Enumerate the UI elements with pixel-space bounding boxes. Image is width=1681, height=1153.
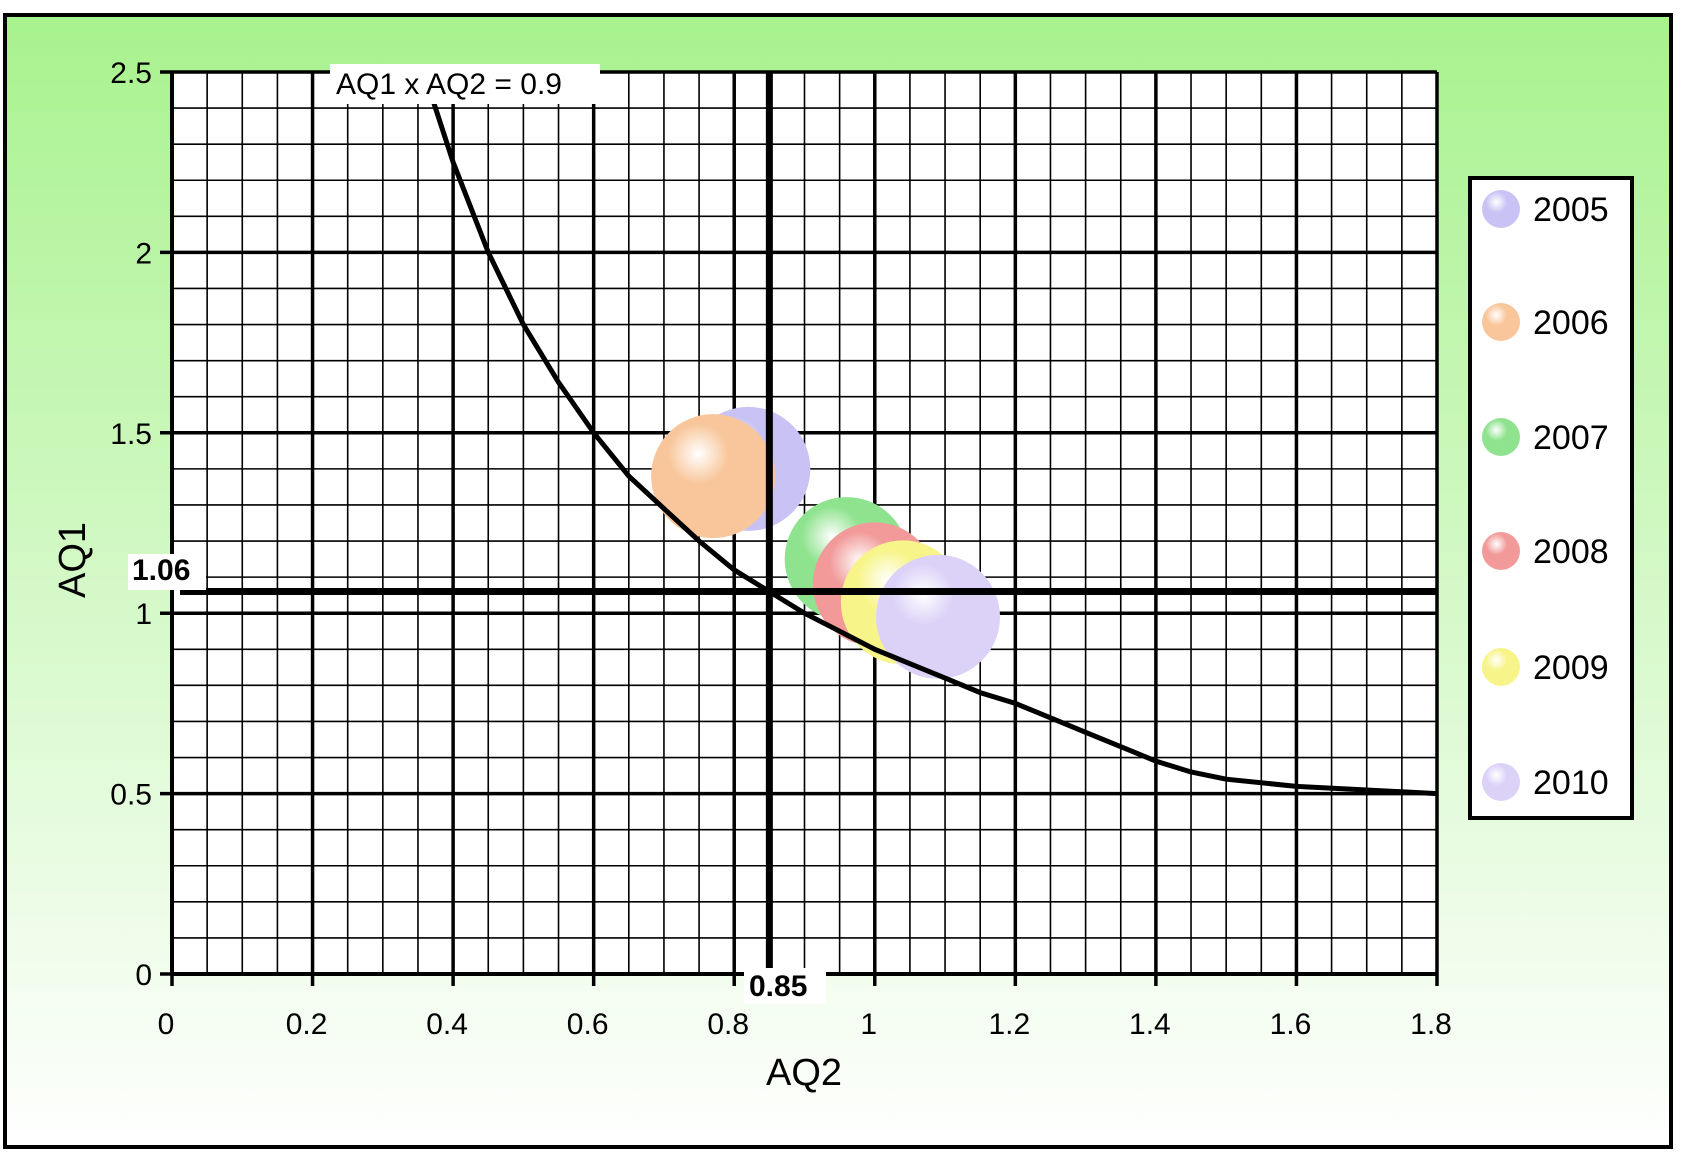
x-tick-label: 0.6 [567, 1008, 609, 1041]
legend-label-2009: 2009 [1533, 649, 1609, 687]
y-tick-labels: 0 0.5 1 1.5 2 2.5 [110, 57, 152, 992]
x-tick-label: 1.8 [1410, 1008, 1452, 1041]
x-tick-label: 0 [158, 1008, 175, 1041]
legend-box [1468, 176, 1634, 820]
y-tick-label: 0.5 [110, 779, 152, 812]
y-tick-label: 1 [135, 598, 152, 631]
legend-label-2010: 2010 [1533, 764, 1609, 802]
bubble-2006 [651, 414, 776, 539]
curve-label-bg [330, 64, 600, 104]
x-tick-label: 1 [860, 1008, 877, 1041]
y-axis-title: AQ1 [52, 522, 94, 598]
legend-marker-2010 [1482, 763, 1520, 801]
curve-label: AQ1 x AQ2 = 0.9 [336, 68, 562, 101]
reference-lines [180, 72, 1437, 974]
bubble-2010 [876, 554, 1001, 679]
x-tick-label: 0.8 [707, 1008, 749, 1041]
y-ref-label: 1.06 [132, 554, 190, 587]
x-tick-label: 1.6 [1270, 1008, 1312, 1041]
x-ref-label: 0.85 [749, 970, 807, 1003]
y-ref-label-bg [128, 554, 206, 590]
legend-marker-2008 [1482, 532, 1520, 570]
x-tick-label: 0.2 [286, 1008, 328, 1041]
x-axis-title: AQ2 [766, 1052, 842, 1094]
y-tick-label: 1.5 [110, 418, 152, 451]
y-tick-label: 2.5 [110, 57, 152, 90]
legend-label-2006: 2006 [1533, 304, 1609, 342]
x-tick-labels: 0 0.2 0.4 0.6 0.8 1 1.2 1.4 1.6 1.8 [158, 1008, 1452, 1041]
x-tick-label: 1.4 [1129, 1008, 1171, 1041]
legend-label-2005: 2005 [1533, 191, 1609, 229]
legend-marker-2009 [1482, 648, 1520, 686]
legend-label-2008: 2008 [1533, 533, 1609, 571]
legend-marker-2005 [1482, 190, 1520, 228]
x-ref-label-bg [744, 968, 826, 1004]
y-tick-label: 2 [135, 237, 152, 270]
legend-marker-2006 [1482, 303, 1520, 341]
legend-marker-2007 [1482, 418, 1520, 456]
legend-label-2007: 2007 [1533, 419, 1609, 457]
legend: 2005 2006 2007 2008 2009 2010 [1468, 176, 1634, 820]
x-tick-label: 0.4 [426, 1008, 468, 1041]
curve-line [429, 96, 1438, 797]
y-tick-label: 0 [135, 959, 152, 992]
x-tick-label: 1.2 [988, 1008, 1030, 1041]
